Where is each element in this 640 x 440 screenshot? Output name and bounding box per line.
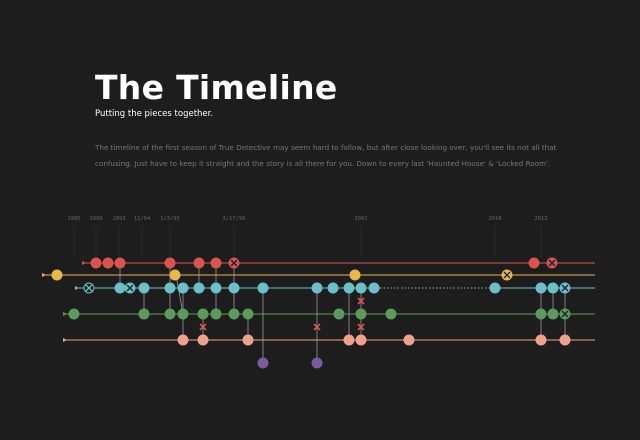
cross xyxy=(503,271,511,279)
year-label: 3/17/95 xyxy=(222,216,245,222)
title: The Timeline xyxy=(95,68,338,107)
event-dot xyxy=(193,257,205,269)
event-dot xyxy=(210,308,222,320)
event-dot xyxy=(68,308,80,320)
year-label: 1990 xyxy=(89,216,102,222)
line-arrow xyxy=(82,261,86,265)
year-label: 11/94 xyxy=(134,216,151,222)
event-dot xyxy=(385,308,397,320)
event-dot xyxy=(164,308,176,320)
event-dot xyxy=(228,282,240,294)
event-dot xyxy=(242,308,254,320)
event-dot xyxy=(333,308,345,320)
year-label: 2002 xyxy=(354,216,367,222)
event-dot xyxy=(193,282,205,294)
event-dot xyxy=(311,282,323,294)
event-dot xyxy=(102,257,114,269)
event-dot xyxy=(311,357,323,369)
line-arrow xyxy=(42,273,46,277)
subtitle: Putting the pieces together. xyxy=(95,109,214,119)
death-mark xyxy=(357,323,365,331)
event-dot xyxy=(177,282,189,294)
line-arrow xyxy=(63,338,67,342)
event-dot xyxy=(489,282,501,294)
year-label: 1/3/95 xyxy=(160,216,180,222)
event-dot xyxy=(368,282,380,294)
event-dot xyxy=(535,334,547,346)
event-dot xyxy=(559,334,571,346)
event-dot xyxy=(257,357,269,369)
event-dot xyxy=(349,269,361,281)
event-dot xyxy=(343,334,355,346)
event-dot xyxy=(355,308,367,320)
event-dot xyxy=(114,257,126,269)
event-dot xyxy=(164,257,176,269)
line-arrow xyxy=(63,312,67,316)
event-dot xyxy=(169,269,181,281)
year-label: 2012 xyxy=(534,216,547,222)
event-dot xyxy=(257,282,269,294)
intro-text: The timeline of the first season of True… xyxy=(95,143,557,168)
event-dot xyxy=(177,334,189,346)
event-dot xyxy=(210,257,222,269)
event-dot xyxy=(355,282,367,294)
event-dot xyxy=(343,282,355,294)
line-arrow xyxy=(75,286,79,290)
event-dot xyxy=(51,269,63,281)
event-dot xyxy=(228,308,240,320)
cross xyxy=(548,259,556,267)
event-dot xyxy=(164,282,176,294)
year-label: 2010 xyxy=(488,216,501,222)
event-dot xyxy=(138,282,150,294)
event-dot xyxy=(242,334,254,346)
death-mark xyxy=(313,323,321,331)
connector xyxy=(175,274,184,315)
event-dot xyxy=(535,308,547,320)
death-mark xyxy=(199,323,207,331)
event-dot xyxy=(547,282,559,294)
event-dot xyxy=(528,257,540,269)
event-dot xyxy=(197,334,209,346)
cross xyxy=(85,284,93,292)
event-dot xyxy=(547,308,559,320)
death-mark xyxy=(357,297,365,305)
year-label: 1993 xyxy=(112,216,125,222)
event-dot xyxy=(138,308,150,320)
cross xyxy=(561,310,569,318)
cross xyxy=(561,284,569,292)
cross xyxy=(230,259,238,267)
event-dot xyxy=(114,282,126,294)
event-dot xyxy=(355,334,367,346)
year-label: 1985 xyxy=(67,216,80,222)
event-dot xyxy=(535,282,547,294)
event-dot xyxy=(210,282,222,294)
cross xyxy=(126,284,134,292)
event-dot xyxy=(90,257,102,269)
event-dot xyxy=(197,308,209,320)
event-dot xyxy=(403,334,415,346)
event-dot xyxy=(327,282,339,294)
event-dot xyxy=(177,308,189,320)
